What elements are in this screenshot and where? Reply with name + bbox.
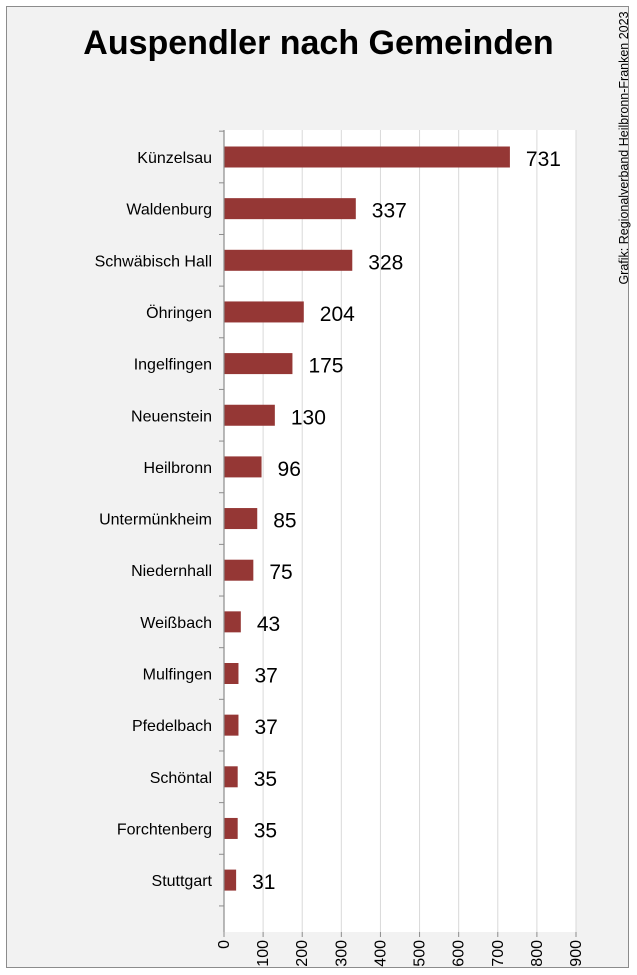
value-label: 35 — [254, 768, 277, 791]
value-label: 37 — [254, 716, 277, 739]
category-labels: Künzelsau Waldenburg Schwäbisch Hall Öhring… — [95, 150, 213, 890]
value-label: 37 — [254, 665, 277, 688]
x-tick-label: 700 — [490, 940, 507, 967]
x-tick-label: 0 — [216, 940, 233, 949]
category-label: Neuenstein — [131, 408, 212, 425]
category-label: Schwäbisch Hall — [95, 253, 212, 270]
category-label: Heilbronn — [144, 460, 212, 477]
x-tick-label: 800 — [529, 940, 546, 967]
value-label: 328 — [368, 251, 403, 274]
x-tick-label: 100 — [255, 940, 272, 967]
value-label: 35 — [254, 819, 277, 842]
bar — [224, 611, 241, 633]
bar — [224, 456, 262, 478]
value-label: 75 — [269, 561, 292, 584]
category-label: Niedernhall — [131, 563, 212, 580]
bar — [224, 869, 237, 891]
x-tick-label: 400 — [372, 940, 389, 967]
value-label: 130 — [291, 406, 326, 429]
bar — [224, 146, 510, 168]
bar — [224, 353, 293, 375]
value-label: 175 — [308, 355, 343, 378]
x-tick-label: 200 — [294, 940, 311, 967]
category-label: Ingelfingen — [134, 357, 212, 374]
x-tick-label: 900 — [568, 940, 585, 967]
bar — [224, 404, 275, 426]
bars — [224, 146, 510, 891]
bar — [224, 817, 238, 839]
category-label: Weißbach — [140, 615, 212, 632]
x-tick-label: 300 — [333, 940, 350, 967]
bar — [224, 508, 258, 530]
value-labels: 731 337 328 204 175 130 96 85 75 43 37 37 35 35 31 — [252, 148, 561, 894]
bar — [224, 198, 356, 220]
value-label: 731 — [526, 148, 561, 171]
bar — [224, 301, 304, 323]
category-label: Pfedelbach — [132, 718, 212, 735]
bar — [224, 766, 238, 788]
category-label: Mulfingen — [143, 667, 212, 684]
bar — [224, 559, 254, 581]
x-tick-label: 500 — [412, 940, 429, 967]
bar — [224, 249, 353, 271]
bar — [224, 663, 239, 684]
x-tick-label: 600 — [451, 940, 468, 967]
value-label: 337 — [372, 200, 407, 223]
value-label: 96 — [278, 458, 301, 481]
category-label: Künzelsau — [137, 150, 212, 167]
category-label: Waldenburg — [126, 202, 212, 219]
category-label: Öhringen — [146, 304, 212, 322]
category-label: Forchtenberg — [117, 821, 212, 838]
bar — [224, 714, 239, 736]
x-tick-labels: 0 100 200 300 400 500 600 700 800 900 — [216, 940, 585, 967]
value-label: 85 — [273, 510, 296, 533]
value-label: 204 — [320, 303, 355, 326]
category-label: Schöntal — [150, 770, 212, 787]
category-label: Stuttgart — [152, 873, 213, 890]
value-label: 43 — [257, 613, 280, 636]
value-label: 31 — [252, 871, 275, 894]
chart-title: Auspendler nach Gemeinden — [83, 24, 554, 62]
category-label: Untermünkheim — [99, 512, 212, 529]
